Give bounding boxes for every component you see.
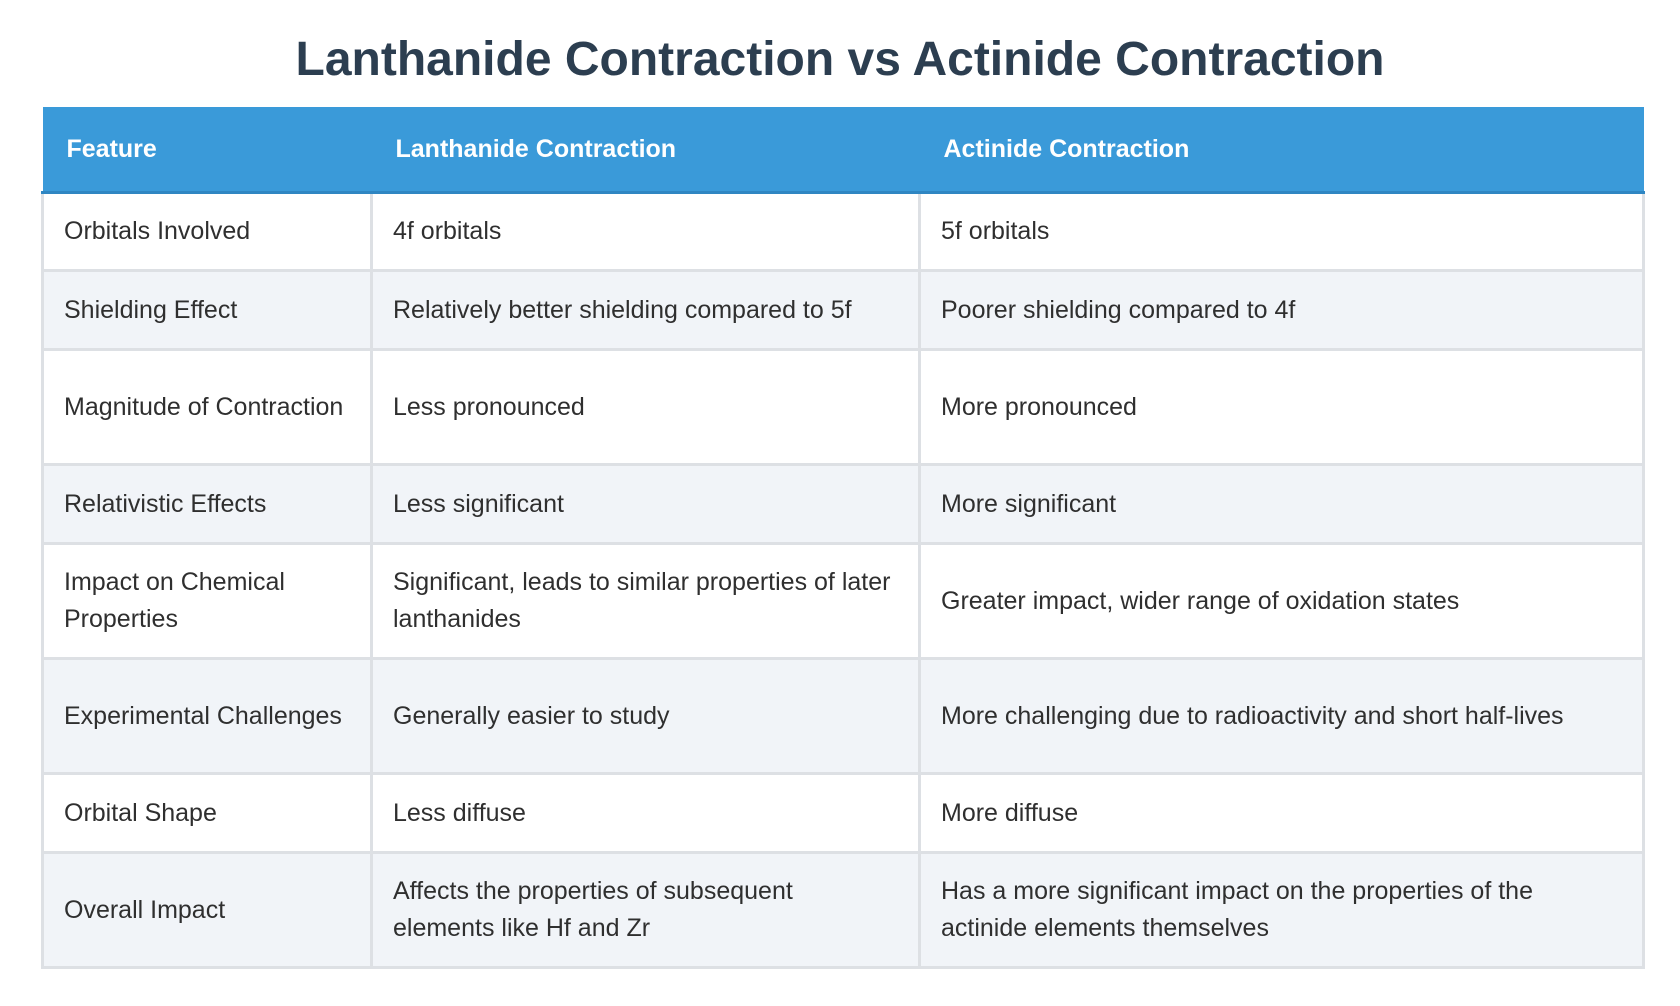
actinide-cell: Poorer shielding compared to 4f [918,269,1645,351]
table-row: Relativistic Effects Less significant Mo… [41,463,1645,545]
actinide-cell: More challenging due to radioactivity an… [918,657,1645,775]
lanthanide-cell: Less significant [370,463,921,545]
actinide-cell: Greater impact, wider range of oxidation… [918,542,1645,660]
lanthanide-cell: Less diffuse [370,772,921,854]
table-row: Impact on Chemical Properties Significan… [41,542,1645,660]
feature-cell: Shielding Effect [41,269,373,351]
lanthanide-cell: Less pronounced [370,348,921,466]
table-row: Magnitude of Contraction Less pronounced… [41,348,1645,466]
table-row: Overall Impact Affects the properties of… [41,851,1645,969]
feature-cell: Overall Impact [41,851,373,969]
lanthanide-cell: Generally easier to study [370,657,921,775]
comparison-table-container: Feature Lanthanide Contraction Actinide … [41,107,1645,969]
table-row: Orbitals Involved 4f orbitals 5f orbital… [41,191,1645,272]
lanthanide-cell: Relatively better shielding compared to … [370,269,921,351]
comparison-table: Feature Lanthanide Contraction Actinide … [41,107,1645,969]
actinide-cell: More diffuse [918,772,1645,854]
table-header-row: Feature Lanthanide Contraction Actinide … [42,107,1644,194]
header-actinide: Actinide Contraction [919,107,1644,194]
actinide-cell: More significant [918,463,1645,545]
actinide-cell: Has a more significant impact on the pro… [918,851,1645,969]
feature-cell: Impact on Chemical Properties [41,542,373,660]
page-title: Lanthanide Contraction vs Actinide Contr… [295,33,1385,86]
lanthanide-cell: Affects the properties of subsequent ele… [370,851,921,969]
feature-cell: Relativistic Effects [41,463,373,545]
feature-cell: Orbitals Involved [41,191,373,272]
table-row: Experimental Challenges Generally easier… [41,657,1645,775]
actinide-cell: More pronounced [918,348,1645,466]
lanthanide-cell: 4f orbitals [370,191,921,272]
table-row: Shielding Effect Relatively better shiel… [41,269,1645,351]
feature-cell: Experimental Challenges [41,657,373,775]
header-feature: Feature [42,107,372,194]
header-lanthanide: Lanthanide Contraction [371,107,920,194]
feature-cell: Magnitude of Contraction [41,348,373,466]
actinide-cell: 5f orbitals [918,191,1645,272]
lanthanide-cell: Significant, leads to similar properties… [370,542,921,660]
feature-cell: Orbital Shape [41,772,373,854]
table-row: Orbital Shape Less diffuse More diffuse [41,772,1645,854]
